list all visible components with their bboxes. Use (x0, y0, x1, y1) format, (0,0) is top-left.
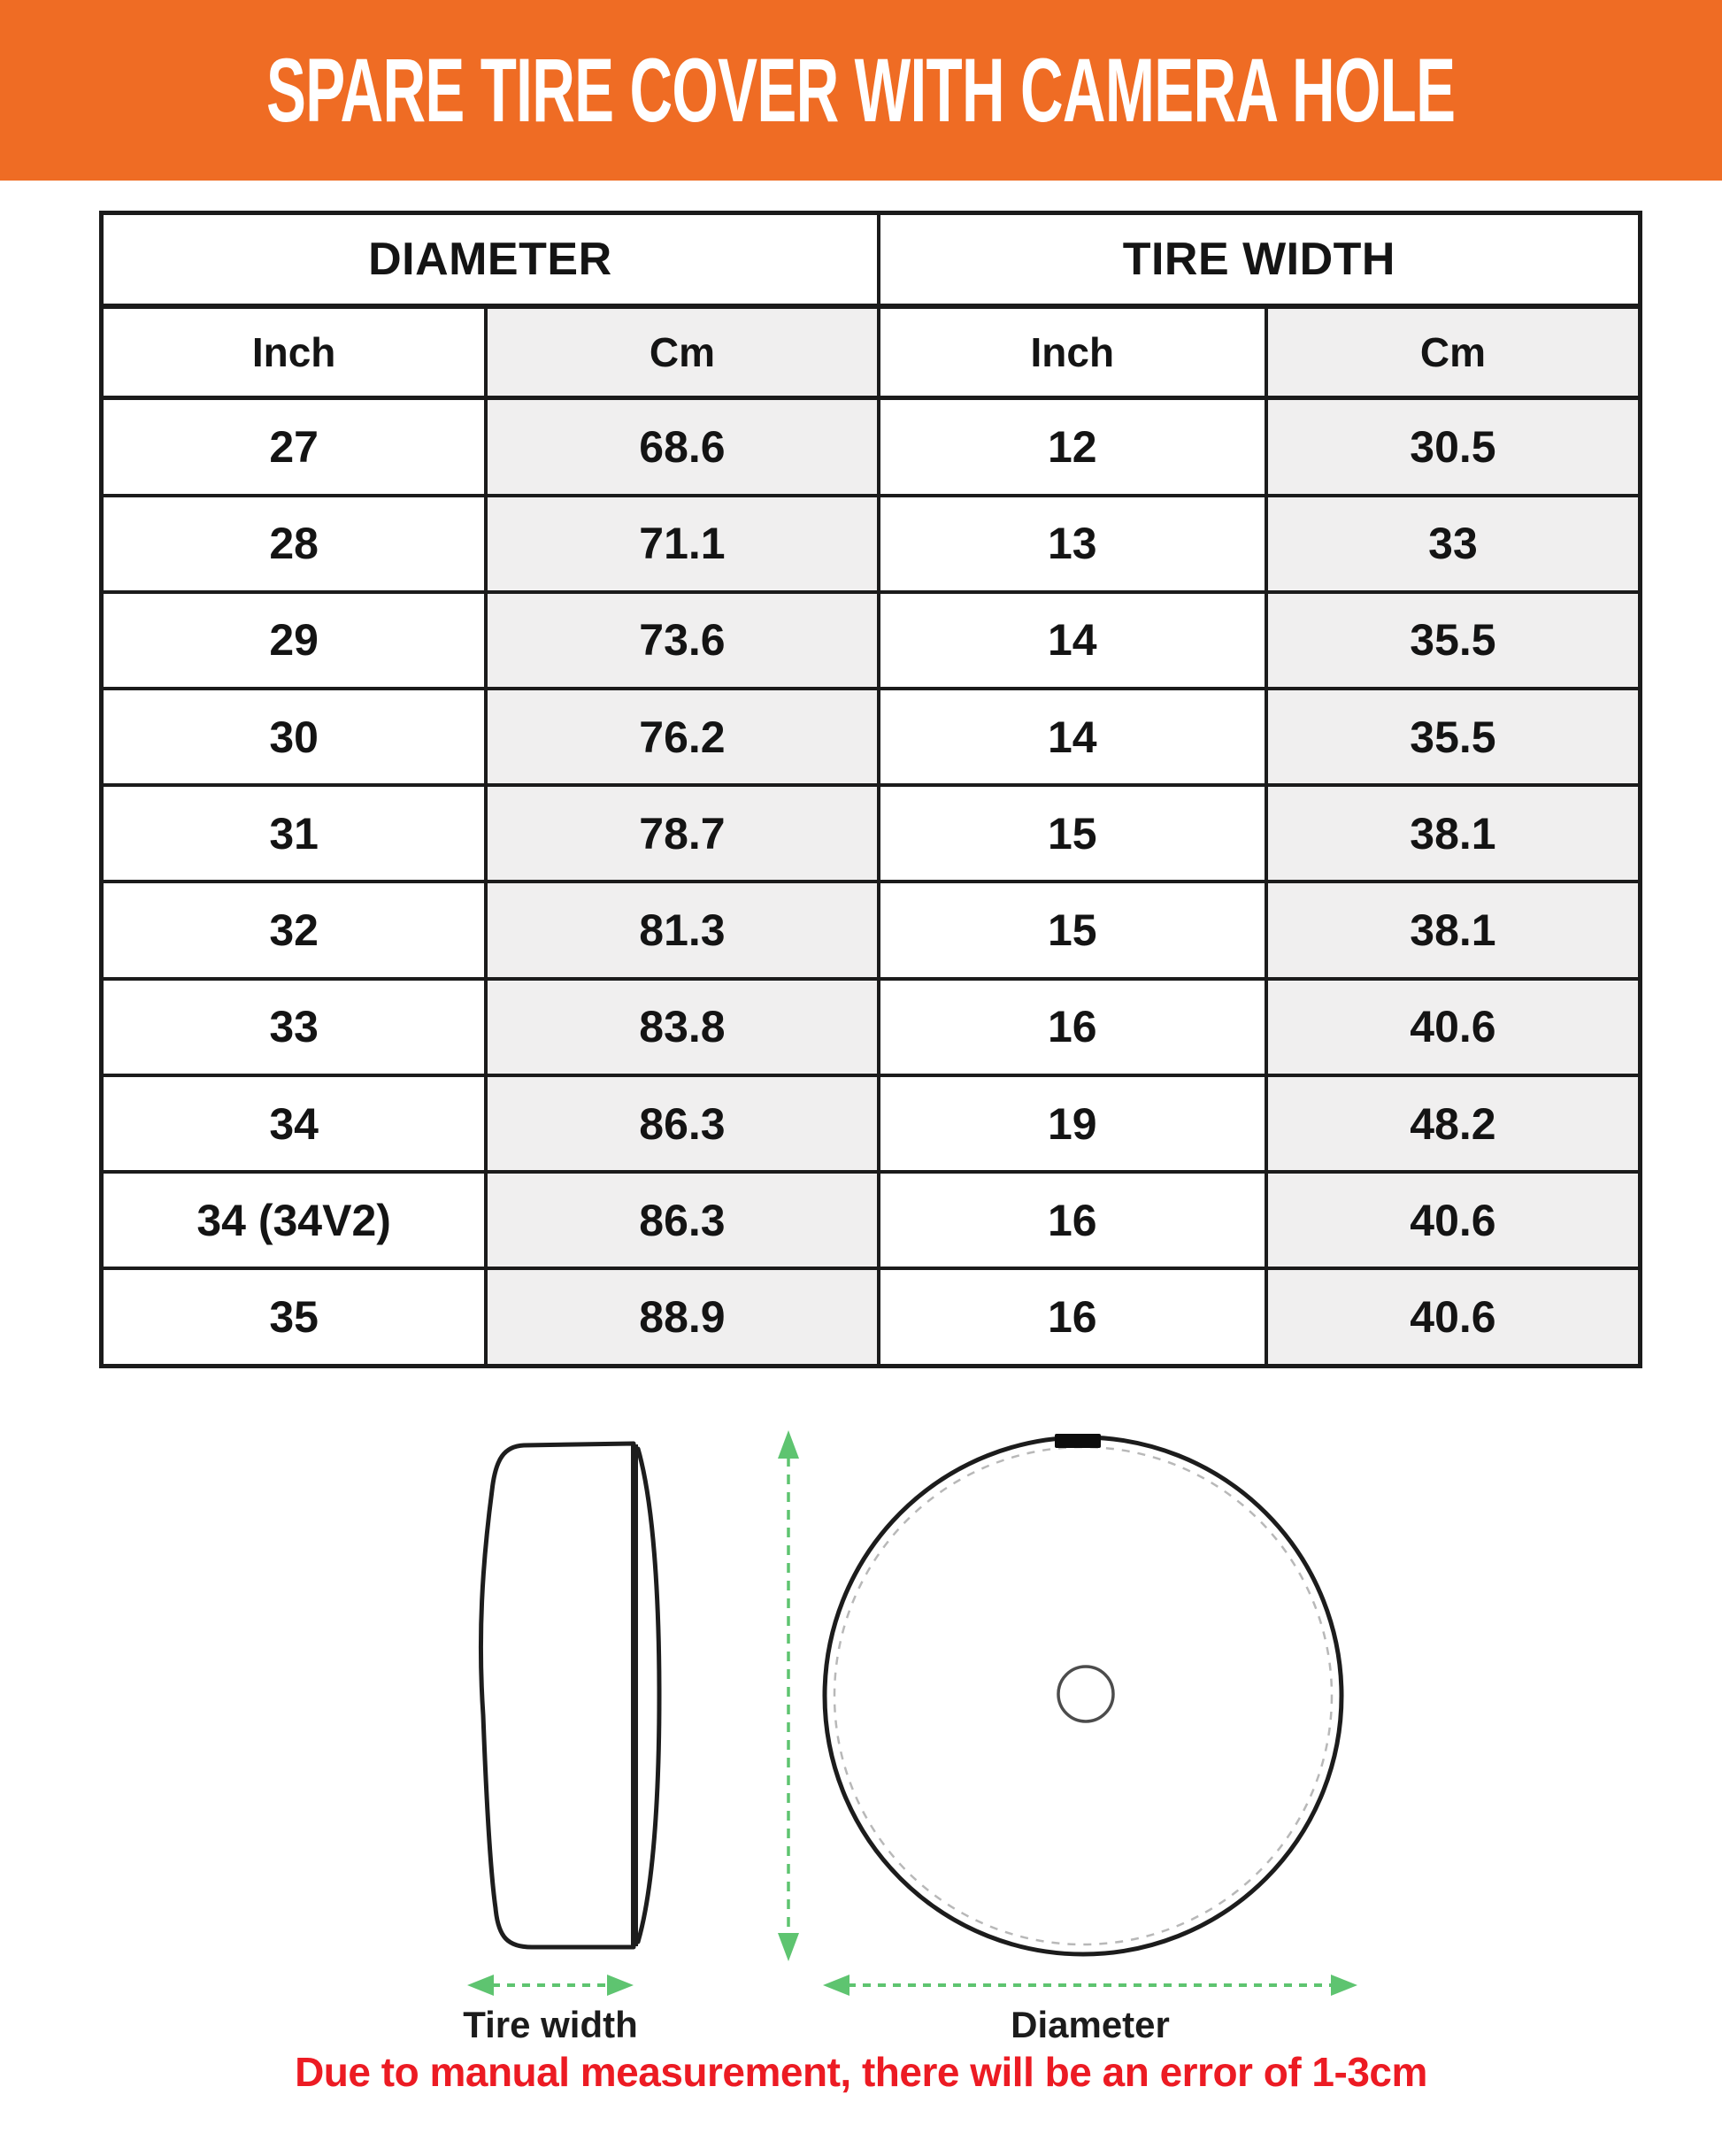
table-cell: 81.3 (484, 880, 880, 981)
table-cell: 38.1 (1264, 880, 1642, 981)
size-table-body: 27 68.6 12 30.5 28 71.1 13 33 29 73.6 14 35.5 30 76.2… (99, 396, 1642, 1368)
table-cell: 86.3 (484, 1073, 880, 1174)
group-header-row: DIAMETER TIRE WIDTH (99, 211, 1642, 309)
measurement-error-note: Due to manual measurement, there will be… (295, 2049, 1427, 2095)
table-row: 34 86.3 19 48.2 (99, 1073, 1642, 1174)
group-header-tire-width: TIRE WIDTH (876, 211, 1642, 309)
table-cell: 33 (1264, 493, 1642, 594)
table-cell: 29 (99, 589, 488, 691)
tire-width-arrow (467, 1975, 634, 1996)
table-cell: 35 (99, 1267, 488, 1368)
diameter-label: Diameter (1011, 2004, 1170, 2045)
diameter-measure-line (778, 1430, 799, 1961)
tire-width-label: Tire width (463, 2004, 638, 2045)
table-cell: 31 (99, 783, 488, 884)
table-cell: 15 (876, 783, 1268, 884)
arrow-up-icon (778, 1430, 799, 1459)
table-row: 27 68.6 12 30.5 (99, 396, 1642, 497)
table-cell: 14 (876, 589, 1268, 691)
table-cell: 76.2 (484, 687, 880, 788)
table-cell: 33 (99, 976, 488, 1077)
tire-front-view (822, 1434, 1344, 1957)
arrow-right-icon (607, 1975, 634, 1996)
column-header-inch-0: Inch (99, 304, 488, 400)
table-row: 32 81.3 15 38.1 (99, 880, 1642, 981)
table-cell: 40.6 (1264, 976, 1642, 1077)
table-row: 34 (34V2) 86.3 16 40.6 (99, 1170, 1642, 1271)
header-banner: SPARE TIRE COVER WITH CAMERA HOLE (0, 0, 1722, 181)
column-header-cm-3: Cm (1264, 304, 1642, 400)
group-header-diameter: DIAMETER (99, 211, 880, 309)
table-cell: 32 (99, 880, 488, 981)
table-cell: 48.2 (1264, 1073, 1642, 1174)
table-cell: 27 (99, 396, 488, 497)
arrow-left-icon (467, 1975, 494, 1996)
table-cell: 38.1 (1264, 783, 1642, 884)
page-title: SPARE TIRE COVER WITH CAMERA HOLE (266, 40, 1456, 141)
table-cell: 13 (876, 493, 1268, 594)
table-cell: 34 (34V2) (99, 1170, 488, 1271)
table-cell: 88.9 (484, 1267, 880, 1368)
table-cell: 83.8 (484, 976, 880, 1077)
table-cell: 12 (876, 396, 1268, 497)
arrow-down-icon (778, 1933, 799, 1961)
table-row: 29 73.6 14 35.5 (99, 589, 1642, 691)
table-cell: 71.1 (484, 493, 880, 594)
table-cell: 16 (876, 1267, 1268, 1368)
sub-header-row: Inch Cm Inch Cm (99, 304, 1642, 400)
table-cell: 35.5 (1264, 589, 1642, 691)
table-cell: 14 (876, 687, 1268, 788)
table-row: 31 78.7 15 38.1 (99, 783, 1642, 884)
camera-hole (1057, 1665, 1115, 1723)
table-cell: 16 (876, 1170, 1268, 1271)
column-header-cm-1: Cm (484, 304, 880, 400)
table-cell: 30.5 (1264, 396, 1642, 497)
table-cell: 30 (99, 687, 488, 788)
table-cell: 78.7 (484, 783, 880, 884)
table-cell: 34 (99, 1073, 488, 1174)
diameter-arrow (823, 1975, 1357, 1996)
size-table: DIAMETER TIRE WIDTH Inch Cm Inch Cm 27 68.6 12… (99, 211, 1642, 1368)
table-cell: 73.6 (484, 589, 880, 691)
table-cell: 68.6 (484, 396, 880, 497)
table-row: 28 71.1 13 33 (99, 493, 1642, 594)
table-cell: 15 (876, 880, 1268, 981)
table-cell: 86.3 (484, 1170, 880, 1271)
table-row: 30 76.2 14 35.5 (99, 687, 1642, 788)
top-strap-marker (1055, 1434, 1101, 1448)
table-cell: 35.5 (1264, 687, 1642, 788)
table-cell: 19 (876, 1073, 1268, 1174)
table-row: 33 83.8 16 40.6 (99, 976, 1642, 1077)
arrow-left-icon (823, 1975, 849, 1996)
table-cell: 40.6 (1264, 1267, 1642, 1368)
inner-dashed-outline (833, 1445, 1334, 1946)
column-header-inch-2: Inch (876, 304, 1268, 400)
arrow-right-icon (1331, 1975, 1357, 1996)
table-row: 35 88.9 16 40.6 (99, 1267, 1642, 1368)
table-cell: 28 (99, 493, 488, 594)
table-cell: 40.6 (1264, 1170, 1642, 1271)
table-cell: 16 (876, 976, 1268, 1077)
size-table-head: DIAMETER TIRE WIDTH Inch Cm Inch Cm (99, 211, 1642, 400)
tire-side-view (478, 1441, 662, 1950)
measurement-diagram: Tire width Diameter (463, 1430, 1357, 2045)
